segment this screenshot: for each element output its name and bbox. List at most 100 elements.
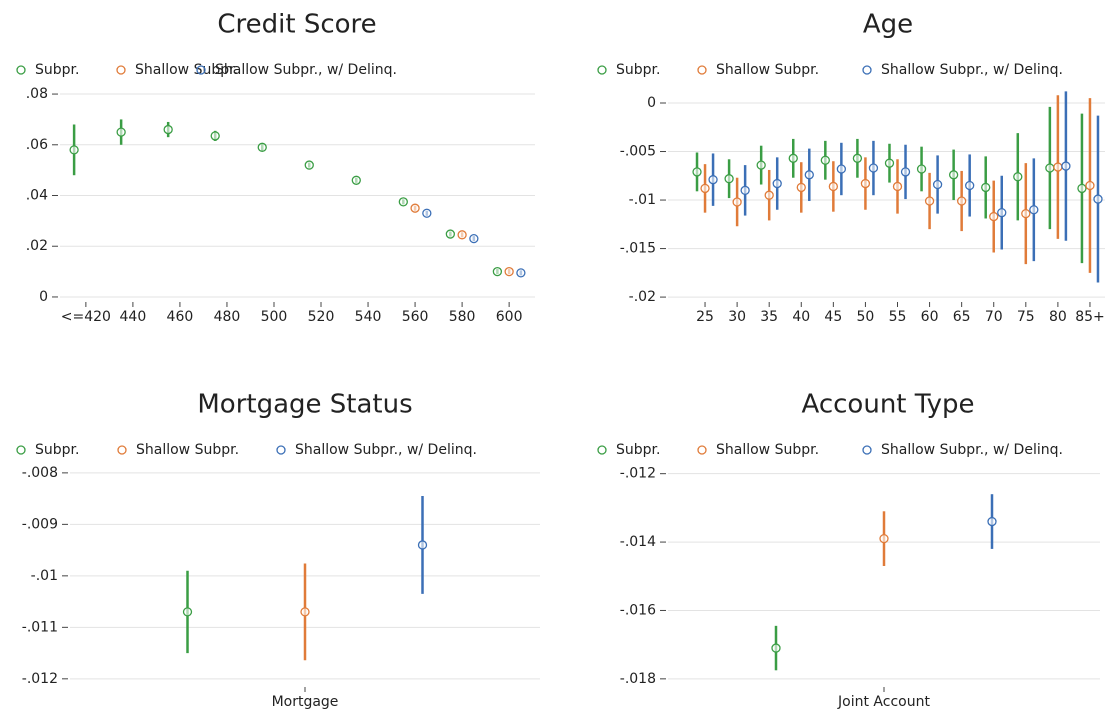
legend-label: Subpr.	[616, 442, 660, 458]
point	[504, 266, 514, 277]
point	[700, 183, 710, 194]
y-tick-label: .02	[26, 238, 48, 254]
point	[422, 208, 432, 218]
point	[852, 153, 863, 163]
x-tick-label: 540	[355, 309, 382, 325]
point	[820, 155, 830, 165]
x-tick-label: 25	[696, 309, 714, 325]
y-tick-label: -.012	[22, 671, 58, 687]
point	[788, 153, 798, 163]
point	[708, 175, 718, 185]
point	[756, 160, 766, 170]
point	[772, 178, 782, 189]
x-tick-label: 460	[167, 309, 194, 325]
point	[981, 182, 991, 193]
point	[1013, 172, 1023, 182]
y-tick-label: -.008	[22, 465, 58, 481]
x-tick-label: 70	[985, 309, 1003, 325]
legend-marker	[697, 65, 707, 75]
x-tick-label: 520	[308, 309, 335, 325]
point	[351, 175, 361, 185]
legend-label: Shallow Subpr.	[716, 62, 819, 78]
x-tick-label: 45	[824, 309, 842, 325]
legend-marker	[597, 65, 607, 75]
point	[997, 208, 1007, 218]
chart-title: Age	[863, 10, 913, 40]
y-tick-label: -.016	[620, 602, 656, 618]
point	[257, 142, 267, 152]
point	[1085, 180, 1095, 191]
y-tick-label: -.018	[620, 671, 656, 687]
x-tick-label: 480	[214, 309, 241, 325]
legend-marker	[862, 445, 872, 455]
point	[1077, 183, 1087, 194]
point	[1029, 205, 1039, 215]
point	[1061, 161, 1071, 171]
y-tick-label: -.012	[620, 466, 656, 482]
y-tick-label: -.005	[620, 144, 656, 160]
point	[879, 533, 889, 544]
point	[304, 160, 314, 170]
y-tick-label: -.009	[22, 516, 58, 532]
legend-label: Shallow Subpr., w/ Delinq.	[881, 442, 1063, 458]
legend-label: Shallow Subpr., w/ Delinq.	[295, 442, 477, 458]
point	[300, 607, 310, 617]
y-tick-label: 0	[647, 95, 656, 111]
point	[732, 197, 742, 207]
point	[492, 266, 503, 277]
legend-label: Shallow Subpr., w/ Delinq.	[215, 62, 397, 78]
legend-label: Shallow Subpr.	[135, 62, 238, 78]
point	[116, 127, 126, 137]
point	[69, 145, 79, 155]
point	[410, 203, 420, 213]
legend-label: Subpr.	[35, 62, 79, 78]
point	[1045, 163, 1055, 173]
legend-marker	[16, 65, 26, 75]
y-tick-label: -.01	[629, 192, 656, 208]
point	[398, 197, 408, 207]
x-tick-label: 580	[449, 309, 476, 325]
legend-label: Shallow Subpr.	[136, 442, 239, 458]
point	[916, 164, 927, 174]
point	[892, 181, 903, 192]
y-tick-label: -.015	[620, 241, 656, 257]
point	[948, 170, 959, 180]
point	[457, 230, 467, 240]
y-tick-label: .06	[26, 137, 48, 153]
point	[900, 167, 911, 177]
point	[210, 131, 220, 141]
y-tick-label: -.02	[629, 289, 656, 305]
point	[1053, 162, 1063, 172]
x-tick-label: 55	[889, 309, 907, 325]
x-tick-label: 40	[792, 309, 810, 325]
point	[764, 190, 774, 200]
point	[796, 182, 806, 193]
point	[692, 167, 702, 177]
x-tick-label: Mortgage	[272, 694, 339, 709]
point	[163, 124, 173, 135]
legend-marker	[117, 445, 127, 455]
point	[771, 643, 781, 653]
point	[1093, 194, 1103, 204]
legend-marker	[697, 445, 707, 455]
legend-label: Shallow Subpr., w/ Delinq.	[881, 62, 1063, 78]
point	[860, 178, 871, 189]
x-tick-label: 65	[953, 309, 971, 325]
legend-marker	[276, 445, 286, 455]
point	[884, 158, 895, 168]
point	[932, 179, 943, 190]
chart-title: Mortgage Status	[197, 390, 412, 420]
point	[868, 163, 879, 173]
point	[957, 196, 967, 206]
y-tick-label: -.01	[31, 568, 58, 584]
point	[724, 174, 734, 184]
point	[516, 268, 526, 278]
y-tick-label: .08	[26, 86, 48, 102]
chart-title: Account Type	[802, 390, 975, 420]
x-tick-label: 600	[496, 309, 523, 325]
legend-label: Subpr.	[35, 442, 79, 458]
point	[182, 607, 193, 617]
point	[740, 185, 750, 195]
y-tick-label: -.014	[620, 534, 656, 550]
